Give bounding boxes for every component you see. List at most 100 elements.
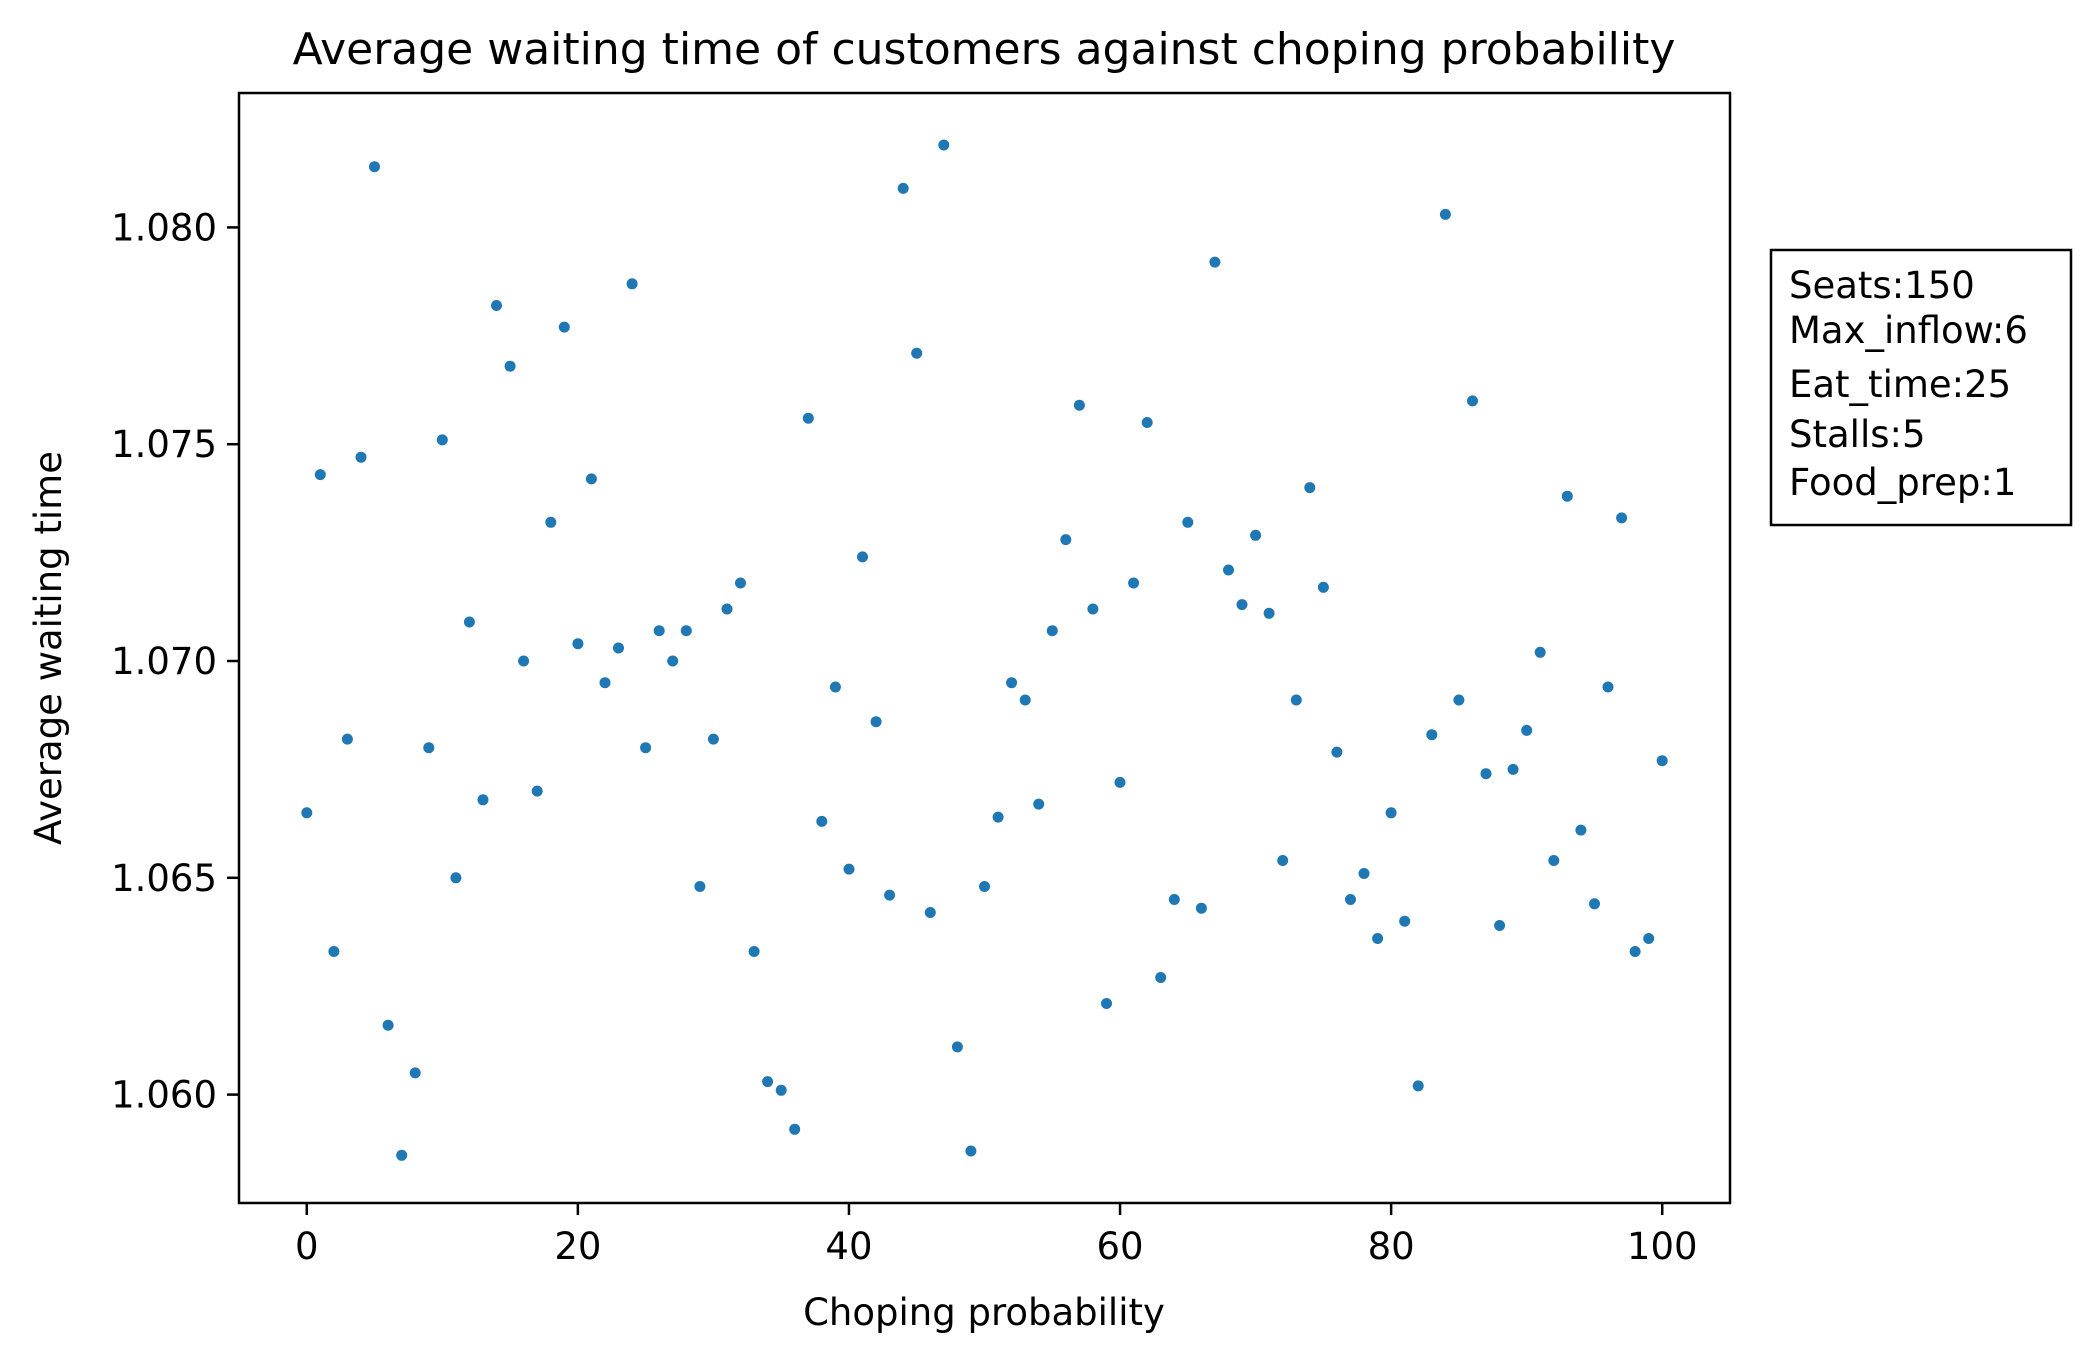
data-point — [423, 742, 435, 754]
data-point — [870, 716, 882, 728]
data-point — [450, 872, 462, 884]
data-point — [1019, 694, 1031, 706]
x-tick-label: 0 — [295, 1225, 319, 1268]
x-tick-label: 20 — [554, 1225, 601, 1268]
data-point — [1494, 920, 1506, 931]
data-point — [504, 360, 516, 372]
data-point — [897, 182, 909, 194]
data-point — [843, 863, 855, 875]
data-point — [1182, 516, 1194, 528]
data-point — [518, 655, 530, 667]
data-point — [1006, 677, 1018, 689]
data-point — [1372, 933, 1384, 944]
data-point — [1060, 534, 1072, 546]
data-point — [884, 889, 896, 901]
plot-area-frame — [237, 91, 1732, 1205]
parameter-stalls: Stalls:5 — [1789, 413, 1926, 456]
parameters-box: Seats:150 Max_inflow:6 Eat_time:25 Stall… — [1769, 248, 2073, 527]
data-point — [707, 733, 719, 745]
data-point — [1439, 208, 1451, 220]
parameter-max-inflow: Max_inflow:6 — [1789, 309, 2028, 352]
data-point — [1236, 599, 1248, 611]
data-point — [477, 794, 489, 806]
data-point — [1561, 490, 1573, 502]
data-point — [1209, 256, 1221, 268]
data-point — [613, 642, 624, 654]
data-point — [1480, 768, 1492, 780]
data-point — [1331, 746, 1343, 758]
data-point — [382, 1019, 394, 1031]
data-point — [585, 473, 597, 485]
data-point — [558, 321, 570, 333]
data-point — [694, 881, 706, 892]
parameter-eat-time: Eat_time:25 — [1789, 363, 2011, 406]
data-point — [829, 681, 841, 693]
y-tick-label: 1.075 — [111, 423, 217, 466]
data-point — [1168, 894, 1180, 905]
data-point — [531, 785, 543, 797]
data-point — [545, 516, 557, 528]
data-point — [789, 1123, 801, 1135]
x-tick-label: 40 — [825, 1225, 872, 1268]
data-point — [491, 300, 502, 311]
y-axis-ticks: 1.060 1.065 1.070 1.075 1.080 — [111, 206, 239, 1117]
data-point — [802, 412, 814, 424]
data-point — [1602, 681, 1614, 693]
data-point — [924, 907, 936, 918]
x-axis-label: Choping probability — [803, 1291, 1165, 1334]
y-tick-label: 1.070 — [111, 640, 217, 683]
data-point — [409, 1067, 421, 1079]
parameter-seats: Seats:150 — [1789, 264, 1975, 307]
data-point — [1195, 902, 1207, 914]
data-point — [1290, 694, 1302, 706]
data-point — [572, 638, 584, 650]
data-point — [328, 946, 340, 957]
data-point — [816, 815, 828, 827]
data-point — [1643, 933, 1655, 944]
x-axis-ticks: 0 20 40 60 80 100 — [295, 1203, 1698, 1268]
data-point — [1575, 824, 1587, 836]
data-point — [1114, 776, 1126, 788]
data-point — [1616, 512, 1628, 524]
data-point — [1534, 646, 1546, 658]
y-tick-label: 1.060 — [111, 1074, 217, 1117]
data-point — [1046, 625, 1058, 637]
x-tick-label: 80 — [1368, 1225, 1415, 1268]
data-point — [992, 811, 1004, 823]
data-point — [1589, 898, 1600, 910]
data-point — [369, 161, 380, 173]
data-point — [1399, 915, 1411, 927]
data-point — [680, 625, 692, 637]
y-tick-label: 1.080 — [111, 206, 217, 249]
data-point — [1101, 998, 1112, 1009]
chart-title: Average waiting time of customers agains… — [293, 24, 1676, 75]
data-point — [1629, 946, 1641, 957]
parameter-food-prep: Food_prep:1 — [1789, 461, 2016, 504]
data-point — [1128, 577, 1140, 589]
data-point — [436, 434, 448, 446]
data-point — [640, 742, 652, 754]
x-tick-label: 100 — [1627, 1225, 1698, 1268]
data-point — [979, 881, 990, 892]
data-point — [1250, 529, 1262, 541]
data-point — [951, 1041, 963, 1053]
data-point — [1277, 855, 1289, 866]
y-tick-label: 1.065 — [111, 857, 217, 900]
data-point — [1155, 972, 1167, 983]
data-point — [857, 551, 868, 563]
data-point — [1223, 564, 1234, 576]
data-point — [1467, 395, 1478, 407]
data-point — [721, 603, 733, 615]
data-point — [667, 655, 679, 667]
y-axis-label: Average waiting time — [27, 451, 70, 845]
data-point — [1317, 581, 1329, 593]
data-point — [626, 278, 638, 290]
data-point — [911, 347, 923, 359]
data-point — [1304, 482, 1316, 494]
data-point — [1656, 755, 1668, 767]
data-point — [1426, 729, 1438, 741]
data-point — [1385, 807, 1397, 819]
data-point — [1548, 855, 1560, 866]
